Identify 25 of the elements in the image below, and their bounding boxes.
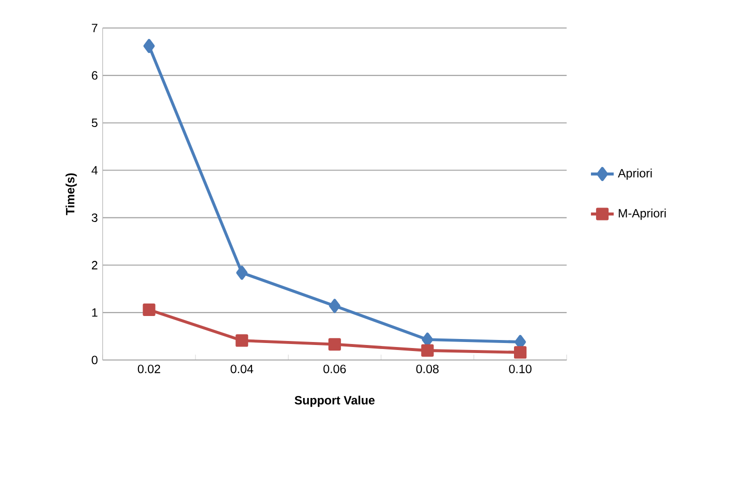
x-tick-label: 0.04 bbox=[230, 364, 254, 374]
x-tick-label: 0.02 bbox=[138, 364, 160, 374]
legend-label: M-Apriori bbox=[618, 208, 666, 220]
y-tick-label: 2 bbox=[92, 260, 98, 270]
y-tick-label: 0 bbox=[92, 356, 98, 364]
legend-label: Apriori bbox=[618, 168, 652, 180]
y-tick-label: 5 bbox=[92, 118, 98, 128]
y-tick-label: 1 bbox=[92, 308, 98, 317]
point bbox=[514, 346, 527, 359]
point bbox=[328, 338, 341, 351]
point bbox=[236, 266, 248, 280]
x-tick-label: 0.08 bbox=[416, 364, 439, 374]
point bbox=[236, 334, 248, 347]
y-tick-label: 6 bbox=[92, 71, 98, 80]
y-tick-label: 7 bbox=[92, 24, 98, 32]
y-tick-label: 4 bbox=[92, 166, 98, 174]
y-tick-label: 3 bbox=[92, 213, 98, 222]
x-tick-label: 0.10 bbox=[509, 364, 532, 374]
x-tick-label: 0.06 bbox=[323, 364, 346, 374]
y-axis-title: Time(s) bbox=[66, 173, 77, 216]
point bbox=[142, 303, 156, 316]
point bbox=[421, 344, 434, 357]
point bbox=[329, 298, 340, 313]
point bbox=[143, 38, 155, 54]
x-axis-title: Support Value bbox=[294, 396, 375, 407]
